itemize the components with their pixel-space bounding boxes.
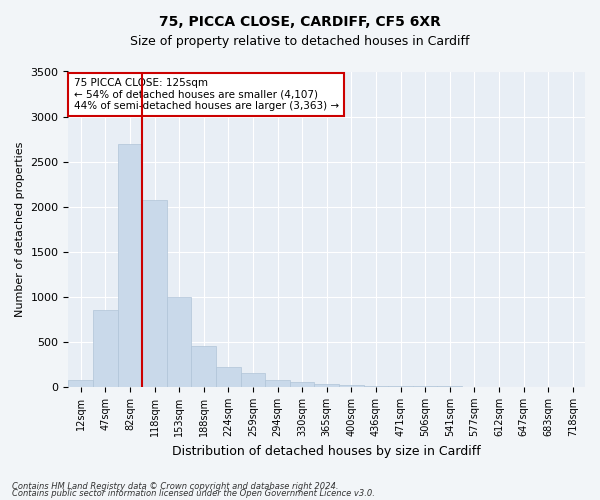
Text: Contains HM Land Registry data © Crown copyright and database right 2024.: Contains HM Land Registry data © Crown c… <box>12 482 338 491</box>
Bar <box>216 366 241 387</box>
Bar <box>93 310 118 387</box>
Bar <box>265 380 290 387</box>
Bar <box>413 386 437 387</box>
Bar <box>241 374 265 387</box>
Bar <box>118 144 142 387</box>
Text: Size of property relative to detached houses in Cardiff: Size of property relative to detached ho… <box>130 35 470 48</box>
Text: 75 PICCA CLOSE: 125sqm
← 54% of detached houses are smaller (4,107)
44% of semi-: 75 PICCA CLOSE: 125sqm ← 54% of detached… <box>74 78 338 111</box>
Bar <box>314 384 339 387</box>
Bar <box>290 382 314 387</box>
Bar <box>364 386 388 387</box>
Text: Contains public sector information licensed under the Open Government Licence v3: Contains public sector information licen… <box>12 490 375 498</box>
Bar <box>142 200 167 387</box>
Bar <box>68 380 93 387</box>
Bar <box>388 386 413 387</box>
Bar <box>167 297 191 387</box>
Bar <box>339 385 364 387</box>
Y-axis label: Number of detached properties: Number of detached properties <box>15 142 25 317</box>
Bar <box>191 346 216 387</box>
X-axis label: Distribution of detached houses by size in Cardiff: Distribution of detached houses by size … <box>172 444 481 458</box>
Text: 75, PICCA CLOSE, CARDIFF, CF5 6XR: 75, PICCA CLOSE, CARDIFF, CF5 6XR <box>159 15 441 29</box>
